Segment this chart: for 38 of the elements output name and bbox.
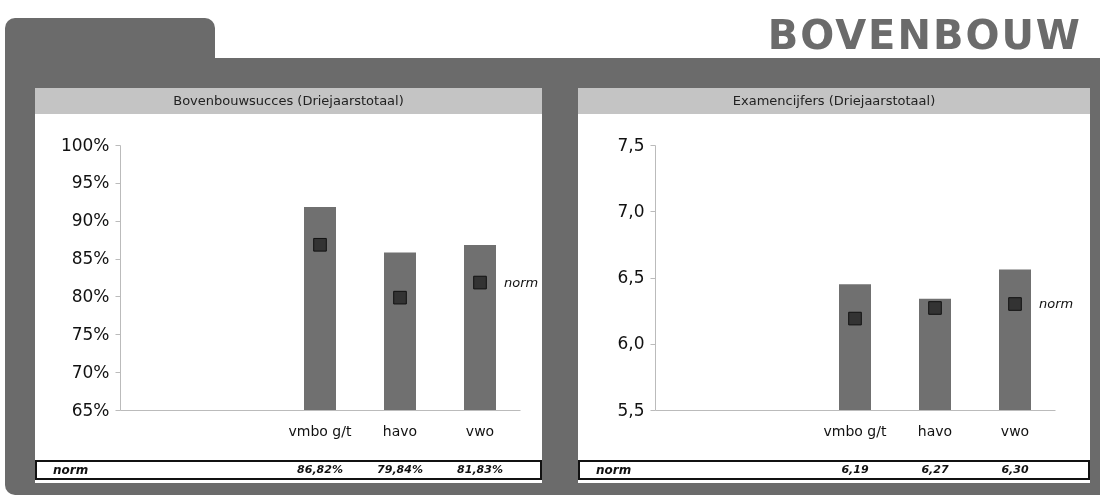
y-tick-label: 90% bbox=[71, 210, 110, 231]
chart-title: Examencijfers (Driejaarstotaal) bbox=[578, 88, 1090, 114]
y-tick-label: 70% bbox=[71, 361, 110, 382]
y-tick-label: 7,0 bbox=[617, 200, 645, 221]
point bbox=[1008, 297, 1022, 311]
y-tick-label: 6,0 bbox=[617, 333, 645, 354]
text: norm bbox=[596, 463, 632, 477]
series-label: norm bbox=[504, 274, 539, 290]
y-tick-label: 7,5 bbox=[617, 134, 645, 155]
data-label: 81,83% bbox=[457, 463, 503, 476]
y-tick-label: 6,5 bbox=[617, 267, 645, 287]
y-tick-label: 5,5 bbox=[617, 399, 645, 420]
x-tick-label: vmbo g/t bbox=[823, 422, 887, 439]
x-tick-label: vwo bbox=[465, 422, 495, 439]
x-tick-label: havo bbox=[917, 422, 953, 439]
y-tick-label: 85% bbox=[71, 248, 110, 269]
data-label: 86,82% bbox=[297, 463, 343, 476]
y-tick-label: 75% bbox=[71, 323, 110, 344]
series-label: norm bbox=[1039, 296, 1074, 311]
data-label: 6,30 bbox=[1001, 463, 1029, 476]
y-tick-label: 95% bbox=[71, 172, 110, 193]
x-tick-label: havo bbox=[382, 422, 418, 439]
data-label: 79,84% bbox=[377, 463, 423, 476]
point bbox=[473, 275, 487, 290]
y-tick-label: 100% bbox=[60, 134, 110, 155]
y-tick-label: 65% bbox=[71, 399, 110, 420]
data-label: 6,19 bbox=[841, 463, 869, 476]
point bbox=[393, 290, 407, 305]
point bbox=[313, 237, 327, 252]
chart-title: Bovenbouwsucces (Driejaarstotaal) bbox=[35, 88, 542, 114]
point bbox=[928, 301, 942, 315]
y-tick-label: 80% bbox=[71, 285, 110, 306]
x-tick-label: vmbo g/t bbox=[288, 422, 352, 439]
point bbox=[848, 311, 862, 326]
text: BOVENBOUW bbox=[767, 12, 1082, 58]
x-tick-label: vwo bbox=[1000, 422, 1030, 439]
text: norm bbox=[53, 463, 89, 477]
data-label: 6,27 bbox=[921, 463, 949, 476]
